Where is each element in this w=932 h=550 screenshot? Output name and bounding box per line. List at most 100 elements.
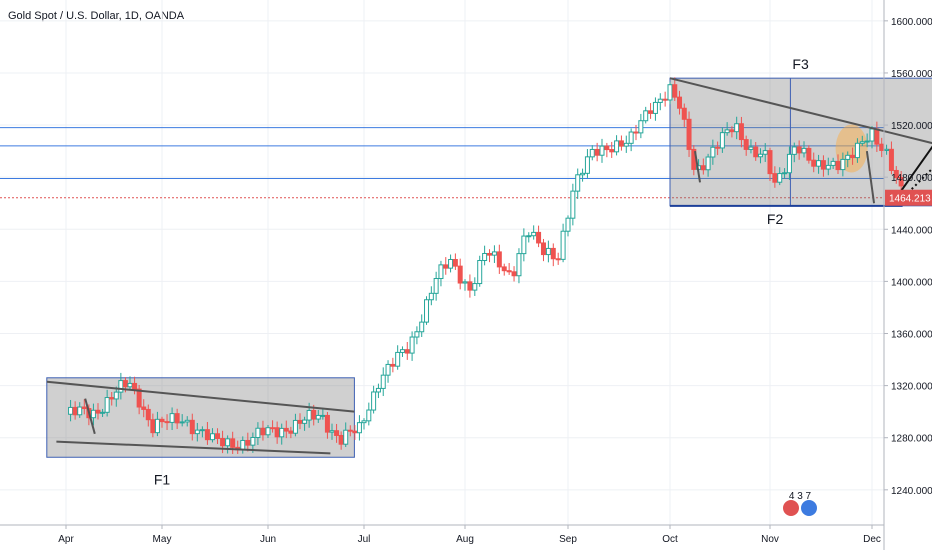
candle-body <box>306 409 312 421</box>
candle-body <box>104 397 110 413</box>
candle-body <box>757 153 763 158</box>
candle-body <box>334 430 340 436</box>
candle-body <box>491 251 497 256</box>
candle-body <box>825 164 831 170</box>
candle-body <box>681 107 687 120</box>
candle-body <box>686 118 692 150</box>
f1-dip-arrow <box>84 398 96 435</box>
candle-body <box>575 174 581 192</box>
candle-body <box>159 418 165 423</box>
candle-body <box>209 433 215 441</box>
candle-body <box>677 96 683 109</box>
candle-body <box>395 351 401 367</box>
candle-body <box>835 160 841 171</box>
candle-body <box>700 165 706 171</box>
time-tick-label: Sep <box>559 534 577 545</box>
candle-body <box>414 331 420 338</box>
candle-body <box>738 123 744 141</box>
candle-body <box>95 409 101 414</box>
candle-body <box>215 433 221 439</box>
candle-body <box>270 427 276 430</box>
grid <box>0 0 884 525</box>
candle-body <box>127 382 133 388</box>
candle-body <box>623 142 629 147</box>
candle-body <box>265 427 271 436</box>
candle-body <box>184 419 190 423</box>
chart-title: Gold Spot / U.S. Dollar, 1D, OANDA <box>8 10 185 22</box>
candle-body <box>743 139 749 150</box>
candle-body <box>385 363 391 376</box>
candle-body <box>179 421 185 424</box>
flag-badge[interactable]: 4 3 7 <box>781 491 819 518</box>
candle-body <box>288 430 294 434</box>
pattern-labels: F1 F2 F3 <box>154 56 809 488</box>
price-tick-label: 1480.000 <box>891 173 932 184</box>
candle-body <box>599 145 605 156</box>
candle-body <box>225 438 231 447</box>
time-tick-label: Dec <box>863 534 881 545</box>
time-tick-label: Nov <box>761 534 779 545</box>
candle-body <box>482 252 488 262</box>
candle-body <box>869 128 875 142</box>
candle-body <box>194 429 200 435</box>
candle-body <box>164 421 170 424</box>
candle-body <box>884 148 890 151</box>
f3-trendline <box>669 77 932 145</box>
price-tick-label: 1360.000 <box>891 329 932 340</box>
candle-body <box>786 153 792 174</box>
candle-body <box>511 271 517 277</box>
candle-body <box>550 247 556 260</box>
candle-body <box>879 143 885 151</box>
candle-body <box>145 408 151 421</box>
price-tick-label: 1440.000 <box>891 225 932 236</box>
candle-body <box>343 429 349 445</box>
candle-body <box>467 281 473 291</box>
price-tick-label: 1520.000 <box>891 121 932 132</box>
time-axis[interactable]: Apr May Jun Jul Aug Sep Oct Nov Dec <box>0 524 884 545</box>
candle-body <box>380 374 386 389</box>
f3-box <box>669 77 932 207</box>
candle-body <box>662 98 668 101</box>
candle-body <box>311 409 317 420</box>
candle-body <box>109 397 115 400</box>
candle-body <box>100 411 106 414</box>
candle-body <box>777 173 783 183</box>
candle-body <box>526 235 532 238</box>
candle-body <box>118 380 124 393</box>
candle-body <box>545 247 551 256</box>
candle-body <box>594 148 600 156</box>
candle-body <box>204 429 210 441</box>
candle-body <box>390 363 396 367</box>
candle-body <box>136 388 142 408</box>
candle-body <box>531 231 537 237</box>
candle-body <box>352 430 358 434</box>
flag-icon <box>799 498 819 518</box>
candle-body <box>767 150 773 175</box>
candle-body <box>614 140 620 153</box>
candle-body <box>443 264 449 269</box>
candle-body <box>589 148 595 158</box>
candle-body <box>874 128 880 145</box>
candle-body <box>854 142 860 159</box>
candle-body <box>283 427 289 432</box>
candle-body <box>220 437 226 447</box>
candle-body <box>705 156 711 171</box>
candle-body <box>409 336 415 354</box>
candle-body <box>419 321 425 333</box>
price-axis[interactable]: 1240.000 1280.000 1320.000 1360.000 1400.000… <box>883 0 932 550</box>
candle-body <box>477 260 483 285</box>
candle-body <box>366 409 372 422</box>
candle-body <box>245 439 251 446</box>
projection-dotted <box>896 167 932 204</box>
time-tick-label: Jun <box>260 534 276 545</box>
dip-arrow <box>694 150 701 183</box>
candle-body <box>72 406 78 416</box>
candle-body <box>404 349 410 354</box>
candle-body <box>830 160 836 166</box>
candle-body <box>762 150 768 155</box>
candle-body <box>122 380 128 388</box>
candle-body <box>329 430 335 433</box>
price-tick-label: 1600.000 <box>891 17 932 28</box>
candle-body <box>633 131 639 134</box>
